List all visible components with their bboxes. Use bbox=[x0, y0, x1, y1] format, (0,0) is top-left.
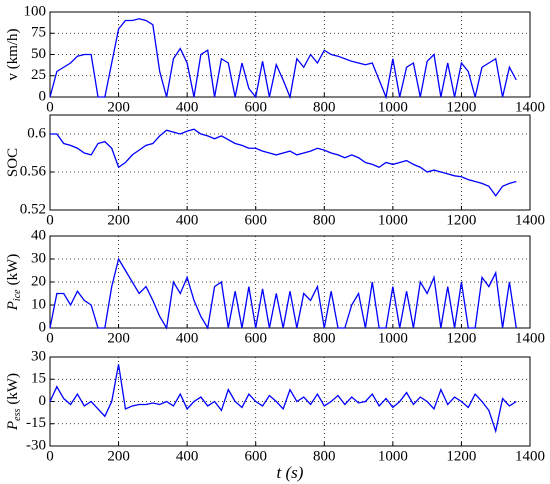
x-tick-label: 1400 bbox=[515, 330, 545, 346]
data-line bbox=[50, 128, 517, 197]
y-axis-label-sub: ice bbox=[12, 289, 23, 301]
x-tick-label: 1000 bbox=[378, 212, 408, 228]
x-tick-label: 1200 bbox=[446, 212, 476, 228]
y-axis-label-main: v (km/h) bbox=[5, 28, 21, 80]
y-tick-label: 30 bbox=[31, 348, 46, 364]
x-tick-label: 1000 bbox=[378, 330, 408, 346]
y-tick-label: 75 bbox=[31, 25, 46, 41]
x-tick-label: 800 bbox=[313, 212, 336, 228]
x-tick-label: 1200 bbox=[446, 330, 476, 346]
x-tick-label: 800 bbox=[313, 99, 336, 115]
x-axis-label: t (s) bbox=[277, 463, 304, 482]
x-tick-label: 1400 bbox=[515, 212, 545, 228]
y-tick-label: 0.56 bbox=[20, 163, 47, 179]
y-tick-label: 0 bbox=[39, 393, 47, 409]
y-tick-label: 0 bbox=[39, 319, 47, 335]
x-tick-label: 800 bbox=[313, 448, 336, 464]
data-line bbox=[49, 257, 517, 330]
x-tick-label: 600 bbox=[244, 212, 267, 228]
x-tick-label: 600 bbox=[244, 330, 267, 346]
x-tick-label: 200 bbox=[107, 448, 130, 464]
y-axis-label-sub: ess bbox=[12, 409, 23, 421]
data-line bbox=[49, 18, 517, 100]
y-tick-label: 0.52 bbox=[20, 201, 46, 217]
y-tick-label: -15 bbox=[26, 415, 46, 431]
y-tick-label: 15 bbox=[31, 371, 46, 387]
x-tick-label: 200 bbox=[107, 330, 130, 346]
y-axis-label-main: P bbox=[5, 301, 21, 311]
y-axis-label: v (km/h) bbox=[5, 28, 21, 80]
x-tick-label: 400 bbox=[176, 448, 199, 464]
y-tick-label: 0.6 bbox=[27, 125, 46, 141]
axes-frame bbox=[49, 114, 531, 211]
data-line bbox=[49, 364, 517, 434]
x-tick-label: 400 bbox=[176, 212, 199, 228]
x-tick-label: 400 bbox=[176, 99, 199, 115]
x-tick-label: 1000 bbox=[378, 448, 408, 464]
x-tick-label: 0 bbox=[46, 330, 54, 346]
y-axis-label-unit: (kW) bbox=[5, 373, 21, 405]
x-tick-label: 800 bbox=[313, 330, 336, 346]
y-tick-label: 10 bbox=[31, 296, 46, 312]
y-axis-label: Pice (kW) bbox=[5, 254, 23, 311]
x-tick-label: 400 bbox=[176, 330, 199, 346]
x-tick-label: 0 bbox=[46, 448, 54, 464]
y-axis-label-main: SOC bbox=[5, 148, 21, 177]
y-axis-label: Pess (kW) bbox=[5, 373, 23, 431]
y-axis-label: SOC bbox=[5, 148, 21, 177]
x-tick-label: 1400 bbox=[515, 99, 545, 115]
x-tick-label: 0 bbox=[46, 212, 54, 228]
x-tick-label: 1200 bbox=[446, 448, 476, 464]
y-tick-label: 30 bbox=[31, 250, 46, 266]
x-tick-label: 1000 bbox=[378, 99, 408, 115]
x-tick-label: 600 bbox=[244, 99, 267, 115]
y-tick-label: 40 bbox=[31, 227, 46, 243]
x-tick-label: 1400 bbox=[515, 448, 545, 464]
x-tick-label: 200 bbox=[107, 212, 130, 228]
y-tick-label: -30 bbox=[26, 437, 46, 453]
axes-frame bbox=[49, 235, 531, 329]
y-tick-label: 25 bbox=[31, 67, 46, 83]
x-tick-label: 600 bbox=[244, 448, 267, 464]
x-tick-label: 1200 bbox=[446, 99, 476, 115]
y-tick-label: 20 bbox=[31, 273, 46, 289]
y-tick-label: 0 bbox=[39, 88, 47, 104]
y-axis-label-unit: (kW) bbox=[5, 254, 21, 286]
y-axis-label-main: P bbox=[5, 421, 21, 431]
x-tick-label: 200 bbox=[107, 99, 130, 115]
y-tick-label: 100 bbox=[24, 3, 47, 19]
x-tick-label: 0 bbox=[46, 99, 54, 115]
y-tick-label: 50 bbox=[31, 46, 46, 62]
